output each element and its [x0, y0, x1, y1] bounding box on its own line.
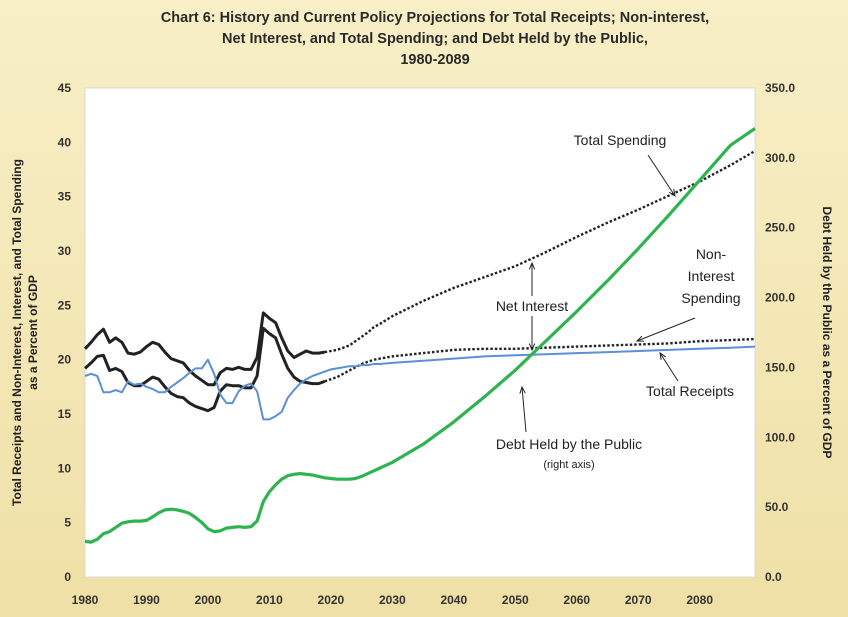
net_interest-label-line-1: Net Interest — [496, 298, 568, 314]
non-interest-arrow-shaft — [636, 317, 696, 342]
y-right-tick-7: 350.0 — [765, 81, 795, 95]
total_spending-label-line-1: Total Spending — [574, 132, 667, 148]
y-left-tick-0: 0 — [64, 570, 71, 584]
x-tick-8: 2060 — [563, 593, 590, 607]
total-receipts-arrow-head — [659, 351, 667, 360]
chart-title-line-2: Net Interest, and Total Spending; and De… — [222, 31, 648, 47]
y-left-tick-7: 35 — [58, 190, 72, 204]
debt_held_by_public-line — [84, 127, 756, 544]
total_spending-line-history — [83, 311, 325, 387]
non_interest_spending-line-history — [83, 326, 326, 413]
x-tick-0: 1980 — [72, 593, 99, 607]
plot-area — [84, 87, 756, 578]
y-left-tick-2: 10 — [58, 461, 72, 475]
y-left-tick-8: 40 — [58, 135, 72, 149]
y-right-tick-3: 150.0 — [765, 360, 795, 374]
total_spending-line-projection — [324, 149, 756, 354]
y-right-tick-5: 250.0 — [765, 221, 795, 235]
axes: 0 5 10 15 20 25 30 35 40 45 0.0 50.0 100.0 150.0 200.0… — [10, 81, 834, 607]
y-right-tick-1: 50.0 — [765, 500, 789, 514]
chart-title-line-1: Chart 6: History and Current Policy Proj… — [160, 10, 710, 26]
total-receipts-arrow-shaft — [659, 352, 679, 382]
debt_held_by_public-label-line-1: Debt Held by the Public — [496, 436, 642, 452]
y-left-tick-1: 5 — [64, 516, 71, 530]
annotations-layer: Total Spending Net Interest Non- Interest Sp… — [496, 132, 741, 471]
y-left-tick-5: 25 — [58, 298, 72, 312]
total_receipts-label-line-1: Total Receipts — [646, 383, 734, 399]
debt-arrow-shaft — [521, 386, 527, 433]
total-spending-arrow-shaft — [647, 154, 676, 197]
x-tick-9: 2070 — [625, 593, 652, 607]
x-tick-1: 1990 — [133, 593, 160, 607]
chart-title: Chart 6: History and Current Policy Proj… — [90, 8, 780, 71]
debt-arrow-head — [519, 385, 526, 394]
non-interest-arrow-head — [635, 335, 645, 342]
non_interest_spending-label-line-1: Non- — [696, 246, 727, 262]
net-interest-arrow-up-head — [528, 261, 536, 270]
y-right-tick-4: 200.0 — [765, 291, 795, 305]
series-layer — [83, 127, 756, 544]
y-right-label-text: Debt Held by the Public as a Percent of … — [820, 206, 834, 458]
x-tick-10: 2080 — [686, 593, 713, 607]
non_interest_spending-line-projection — [324, 337, 756, 383]
x-tick-3: 2010 — [256, 593, 283, 607]
total_receipts-line — [84, 345, 756, 421]
x-tick-5: 2030 — [379, 593, 406, 607]
y-right-label: Debt Held by the Public as a Percent of … — [820, 206, 834, 458]
y-left-tick-3: 15 — [58, 407, 72, 421]
x-tick-6: 2040 — [440, 593, 467, 607]
y-right-tick-6: 300.0 — [765, 151, 795, 165]
x-tick-4: 2020 — [318, 593, 345, 607]
y-left-tick-4: 20 — [58, 353, 72, 367]
total-spending-arrow-head — [668, 189, 676, 198]
net-interest-arrow-down-head — [528, 343, 536, 352]
chart-title-line-3: 1980-2089 — [400, 52, 470, 68]
y-left-label: Total Receipts and Non-Interest, Interes… — [10, 159, 40, 506]
y-right-tick-2: 100.0 — [765, 430, 795, 444]
y-left-label-line-2: as a Percent of GDP — [26, 275, 40, 390]
debt_held_by_public-label-note: (right axis) — [543, 459, 594, 471]
y-left-tick-6: 30 — [58, 244, 72, 258]
y-left-label-line-1: Total Receipts and Non-Interest, Interes… — [10, 159, 24, 506]
non_interest_spending-label-line-3: Spending — [681, 290, 740, 306]
y-right-tick-0: 0.0 — [765, 570, 782, 584]
x-tick-2: 2000 — [195, 593, 222, 607]
y-left-tick-9: 45 — [58, 81, 72, 95]
x-tick-7: 2050 — [502, 593, 529, 607]
non_interest_spending-label-line-2: Interest — [688, 268, 735, 284]
